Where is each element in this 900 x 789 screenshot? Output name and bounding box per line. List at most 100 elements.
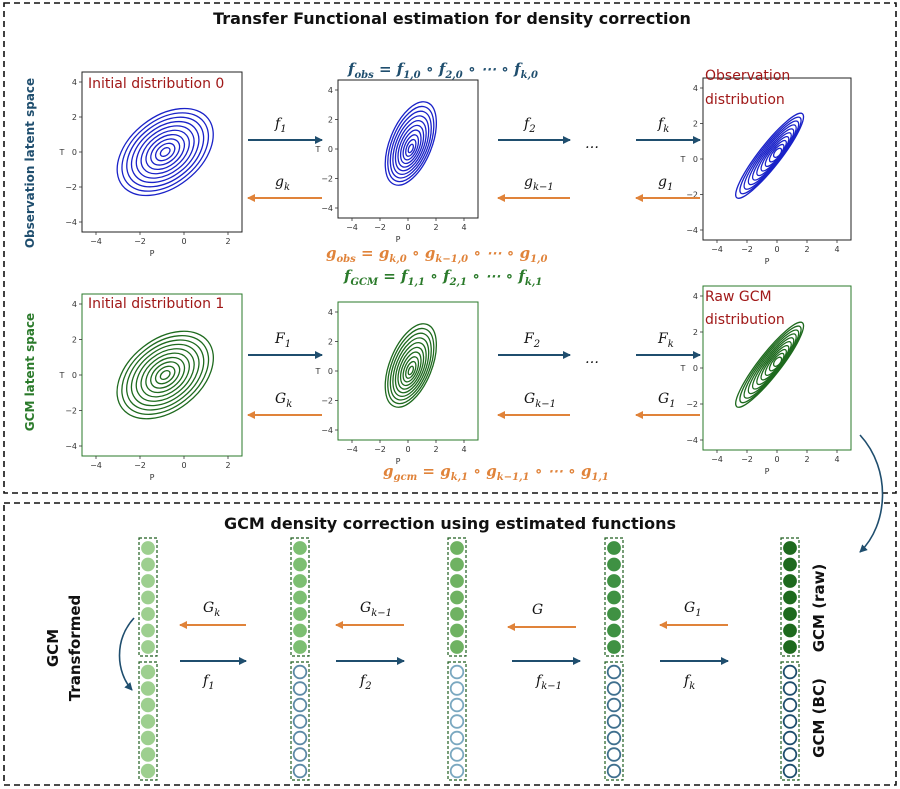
arrow-fk-label: fk <box>657 116 669 135</box>
column-top-box <box>604 537 624 657</box>
arrow-g1-label: g1 <box>658 174 673 193</box>
arrows-layer: f1gkf2gk−1fkg1…F1GkF2Gk−1FkG1… <box>247 116 701 419</box>
contour-line <box>145 133 186 171</box>
circle-bottom <box>140 664 156 680</box>
circle-bottom <box>782 747 798 762</box>
eq-g-gcm: ggcm = gk,1 ∘ gk−1,1 ∘ ⋯ ∘ g1,1 <box>383 462 609 483</box>
arrow-f1: f1 <box>248 116 323 144</box>
arrow-Gk-1-label: Gk−1 <box>524 391 556 410</box>
contour-line <box>389 110 432 179</box>
raw-gcm-label-1: Raw GCM <box>705 289 772 305</box>
contour-line <box>392 115 430 175</box>
y-tick-label: −2 <box>65 407 77 416</box>
contour-line <box>150 361 181 389</box>
y-tick-label: −4 <box>65 442 77 451</box>
y-tick-label: 2 <box>328 116 333 125</box>
circle-bottom <box>606 664 622 680</box>
axis-t-label: T <box>680 155 686 164</box>
x-tick-label: −4 <box>90 237 102 246</box>
circle-top <box>293 541 307 555</box>
contour-line <box>392 337 430 397</box>
x-tick-label: 4 <box>834 245 839 254</box>
circle-bottom <box>606 763 622 779</box>
y-tick-label: 4 <box>693 292 698 301</box>
contour-line <box>154 365 176 385</box>
y-tick-label: −4 <box>321 204 333 213</box>
circle-bottom <box>292 664 308 680</box>
bottom-arrow-fk: fk <box>660 657 729 692</box>
circle-top <box>293 557 307 572</box>
x-tick-label: 0 <box>181 461 186 470</box>
x-tick-label: 2 <box>433 445 438 454</box>
y-tick-label: 0 <box>72 148 77 157</box>
plot-raw: 4 2 0 −2 −4 −4 −2 0 2 4 P T <box>680 285 852 476</box>
y-tick-label: −4 <box>321 426 333 435</box>
axis-t-label: T <box>680 364 686 373</box>
circle-top <box>450 640 464 654</box>
equations-layer: fobs = f1,0 ∘ f2,0 ∘ ⋯ ∘ fk,0 gobs = gk,0… <box>326 60 609 483</box>
circle-bottom <box>782 763 798 779</box>
circle-top <box>783 557 797 572</box>
gcm-transformed-label-1: GCM <box>44 629 62 667</box>
circle-top <box>783 640 797 654</box>
circle-top <box>450 557 464 572</box>
circle-top <box>450 541 464 555</box>
bottom-arrow-f1: f1 <box>180 657 247 692</box>
bottom-panel-frame <box>3 502 897 786</box>
y-tick-label: −4 <box>65 218 77 227</box>
contour-line <box>150 138 181 166</box>
contour-line <box>121 335 210 415</box>
axis-t-label: T <box>59 148 65 157</box>
arrow-gk-1: gk−1 <box>497 174 570 202</box>
contour-line <box>130 343 200 407</box>
column-transformed <box>138 537 158 781</box>
contour-line <box>399 129 422 165</box>
bottom-layer: Gk Gk−1 G G1 f1 f2 fk−1 fk <box>138 537 800 781</box>
circle-top <box>450 590 464 605</box>
bottom-arrow-G1-label: G1 <box>684 600 702 619</box>
axis-p-label: P <box>765 257 770 266</box>
y-tick-label: 2 <box>328 338 333 347</box>
contour-line <box>126 339 205 411</box>
obs-latent-label: Observation latent space <box>23 78 37 248</box>
circle-bottom <box>449 730 465 746</box>
plot-frame-init0 <box>81 71 243 233</box>
circle-bottom <box>782 697 798 713</box>
circle-bottom <box>140 714 156 729</box>
plot-frame-init1 <box>81 293 243 457</box>
circle-top <box>141 607 155 621</box>
contour-line <box>140 129 190 175</box>
contour-line <box>159 147 171 157</box>
x-tick-label: 4 <box>461 445 466 454</box>
x-tick-label: −4 <box>711 455 723 464</box>
plot-obs: 4 2 0 −2 −4 −4 −2 0 2 4 P T <box>680 77 852 266</box>
plots-layer: 4 2 0 −2 −4 −4 −2 0 2 P T 4 2 0 −2 −4 −4 −2 0 2 4 P T 4 2 0 −2 −4 −4… <box>59 71 852 482</box>
circle-top <box>141 640 155 654</box>
eq-g-obs: gobs = gk,0 ∘ gk−1,0 ∘ ⋯ ∘ g1,0 <box>326 244 548 265</box>
y-tick-label: 0 <box>328 145 333 154</box>
circle-top <box>607 574 621 588</box>
column-c4 <box>604 537 624 781</box>
circle-bottom <box>292 697 308 713</box>
ellipsis-mid: … <box>585 351 599 367</box>
contour-line <box>135 125 195 179</box>
column-c2 <box>290 537 310 781</box>
contour-line <box>116 330 215 420</box>
y-tick-label: 4 <box>328 308 333 317</box>
y-tick-label: −2 <box>321 397 333 406</box>
plot-init1: 4 2 0 −2 −4 −4 −2 0 2 P T <box>59 293 243 482</box>
x-tick-label: 4 <box>834 455 839 464</box>
column-bottom-box <box>138 661 158 781</box>
y-tick-label: 0 <box>72 371 77 380</box>
y-tick-label: 4 <box>693 84 698 93</box>
circle-top <box>607 607 621 621</box>
circle-top <box>783 623 797 638</box>
contour-line <box>399 351 422 387</box>
arrow-f1-label: f1 <box>274 116 287 135</box>
y-tick-label: −2 <box>65 183 77 192</box>
y-tick-label: −4 <box>686 226 698 235</box>
x-tick-label: 2 <box>225 461 230 470</box>
column-raw <box>780 537 800 781</box>
contour-line <box>384 101 437 186</box>
